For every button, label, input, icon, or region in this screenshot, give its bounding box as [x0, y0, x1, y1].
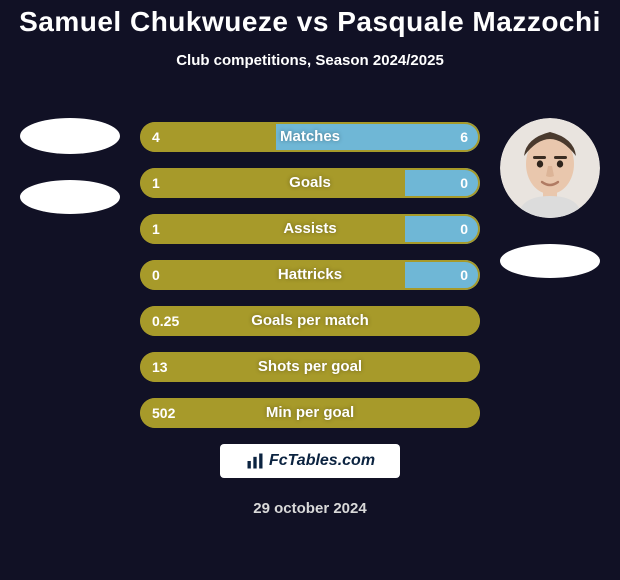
stat-row: 00Hattricks [140, 260, 480, 290]
stat-fill-right [405, 260, 480, 290]
stat-row: 10Goals [140, 168, 480, 198]
stat-fill-left [140, 260, 405, 290]
player-right-column [490, 118, 610, 278]
stat-fill-left [140, 398, 480, 428]
stat-fill-left [140, 352, 480, 382]
player-left-column [10, 118, 130, 214]
stat-row: 502Min per goal [140, 398, 480, 428]
face-icon [500, 118, 600, 218]
stat-fill-left [140, 306, 480, 336]
stat-fill-right [276, 122, 480, 152]
player-right-avatar [500, 118, 600, 218]
comparison-infographic: Samuel Chukwueze vs Pasquale Mazzochi Cl… [0, 0, 620, 580]
stat-fill-left [140, 168, 405, 198]
stat-fill-left [140, 214, 405, 244]
stat-row: 0.25Goals per match [140, 306, 480, 336]
generation-date: 29 october 2024 [0, 500, 620, 517]
player-left-avatar-placeholder [20, 118, 120, 154]
subtitle: Club competitions, Season 2024/2025 [0, 52, 620, 69]
branding-badge: FcTables.com [220, 444, 400, 478]
stat-fill-left [140, 122, 276, 152]
branding-text: FcTables.com [269, 452, 375, 470]
stat-bars: 46Matches 10Goals 10Assists 00Hattricks 0.25… [140, 122, 480, 444]
stat-fill-right [405, 214, 480, 244]
stat-row: 46Matches [140, 122, 480, 152]
page-title: Samuel Chukwueze vs Pasquale Mazzochi [0, 0, 620, 38]
stat-row: 13Shots per goal [140, 352, 480, 382]
stat-row: 10Assists [140, 214, 480, 244]
player-right-club-pill [500, 244, 600, 278]
player-left-club-pill [20, 180, 120, 214]
bar-chart-icon [245, 451, 265, 471]
stat-fill-right [405, 168, 480, 198]
